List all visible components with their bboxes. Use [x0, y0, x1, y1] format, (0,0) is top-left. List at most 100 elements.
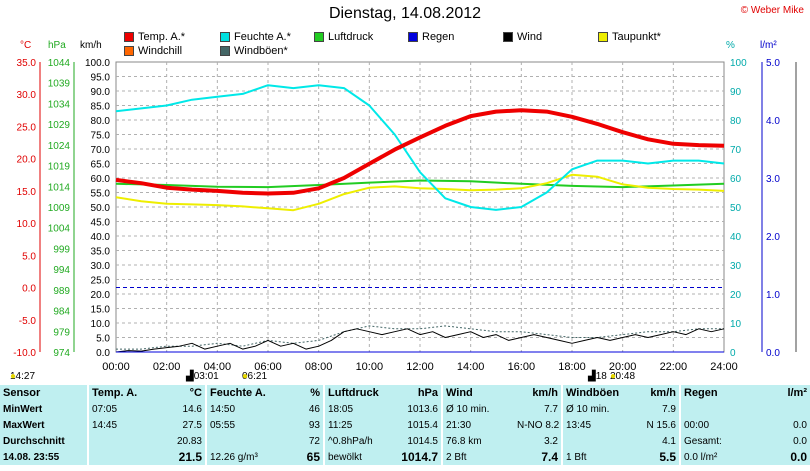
unit-celsius: °C [20, 40, 32, 51]
stats-cell: 0.0 l/m² [679, 449, 754, 465]
pressure-tick-label: 989 [53, 286, 70, 297]
stats-cell: 12.26 g/m³ [205, 449, 278, 465]
series-line [116, 325, 724, 350]
x-tick-label: 00:00 [102, 361, 130, 373]
stats-header: Regen [679, 385, 754, 401]
wind-tick-label: 45.0 [91, 218, 111, 229]
pressure-tick-label: 1014 [48, 182, 71, 193]
stats-header: Temp. A. [87, 385, 156, 401]
stats-cell: 93 [308, 419, 320, 431]
stats-header: % [310, 387, 320, 399]
stats-row-current: 14.08. 23:55 21.5 12.26 g/m³ 65 bewölkt … [0, 449, 810, 465]
stats-cell: 76.8 km [441, 433, 514, 449]
time-marker-bar: 14:27 ● ▟ 03:01 06:21 ● ▟ 18 20:48 ● [10, 371, 636, 382]
legend-item: Luftdruck [314, 31, 373, 43]
rain-tick-label: 2.0 [766, 232, 780, 243]
stats-cell: 1015.4 [407, 419, 438, 431]
wind-tick-label: 10.0 [91, 319, 111, 330]
stats-cell: Ø 10 min. [561, 401, 632, 417]
wind-tick-label: 75.0 [91, 131, 111, 142]
pressure-tick-label: 1029 [48, 120, 71, 131]
stats-cell: 00:00 [679, 417, 754, 433]
stats-cell: 65 [306, 450, 320, 464]
wind-tick-label: 5.0 [96, 334, 110, 345]
stats-cell: 27.5 [182, 419, 202, 431]
stats-cell: 14.6 [182, 403, 202, 415]
stats-header: Sensor [3, 387, 41, 399]
rain-tick-label: 4.0 [766, 116, 780, 127]
temp-tick-label: 0.0 [22, 284, 36, 295]
stats-cell [87, 433, 156, 449]
legend-item: Taupunkt* [598, 31, 661, 43]
legend-swatch [124, 32, 134, 42]
stats-header: Wind [441, 385, 514, 401]
rain-tick-label: 1.0 [766, 290, 780, 301]
temp-tick-label: 15.0 [17, 187, 37, 198]
x-tick-label: 04:00 [204, 361, 232, 373]
stats-header-row: Sensor Temp. A. °C Feuchte A. % Luftdruc… [0, 385, 810, 401]
time-marker: ▟ 03:01 [186, 371, 219, 382]
wind-tick-label: 35.0 [91, 247, 111, 258]
wind-tick-label: 0.0 [96, 348, 110, 359]
row-label: 14.08. 23:55 [3, 451, 60, 463]
stats-cell: 05:55 [205, 417, 278, 433]
stats-cell: 0.0 [793, 419, 807, 431]
stats-cell: 3.2 [544, 435, 558, 447]
legend-label: Temp. A.* [138, 31, 186, 43]
legend-swatch [503, 32, 513, 42]
legend-item: Windböen* [220, 45, 288, 57]
x-tick-label: 18:00 [558, 361, 586, 373]
temp-tick-label: 30.0 [17, 90, 37, 101]
wind-tick-label: 70.0 [91, 145, 111, 156]
pressure-tick-label: 984 [53, 307, 70, 318]
series-line [115, 173, 725, 212]
humidity-tick-label: 60 [730, 174, 742, 185]
wind-tick-label: 60.0 [91, 174, 111, 185]
time-marker: ▟ 18 [588, 371, 607, 382]
x-tick-label: 10:00 [356, 361, 384, 373]
legend-swatch [408, 32, 418, 42]
x-tick-label: 14:00 [457, 361, 485, 373]
series-line [115, 108, 725, 196]
humidity-tick-label: 90 [730, 87, 742, 98]
chart-title: Dienstag, 14.08.2012 [328, 5, 482, 22]
stats-cell: 21:30 [441, 417, 514, 433]
stats-cell: 1014.7 [401, 450, 438, 464]
legend-label: Regen [422, 31, 455, 43]
x-tick-label: 08:00 [305, 361, 333, 373]
humidity-tick-label: 80 [730, 116, 742, 127]
stats-cell: 13:45 [561, 417, 632, 433]
humidity-tick-label: 10 [730, 319, 742, 330]
stats-table: Sensor Temp. A. °C Feuchte A. % Luftdruc… [0, 385, 810, 465]
wind-tick-label: 55.0 [91, 189, 111, 200]
stats-cell: 14:50 [205, 401, 278, 417]
rain-tick-label: 3.0 [766, 174, 780, 185]
stats-cell: 20.83 [176, 435, 202, 447]
pressure-tick-label: 999 [53, 244, 70, 255]
row-label: Durchschnitt [3, 435, 65, 447]
sun-icon: ● [610, 371, 617, 382]
stats-cell: 0.0 [790, 450, 807, 464]
stats-header: °C [189, 387, 202, 399]
pressure-tick-label: 1034 [48, 99, 71, 110]
wind-tick-label: 25.0 [91, 276, 111, 287]
legend-label: Taupunkt* [612, 31, 661, 43]
x-tick-label: 12:00 [406, 361, 434, 373]
unit-kmh: km/h [80, 40, 102, 51]
row-label: MaxWert [3, 419, 45, 431]
stats-cell: 72 [308, 435, 320, 447]
pressure-tick-label: 1024 [48, 141, 71, 152]
unit-rain: l/m² [760, 40, 777, 51]
stats-cell [205, 433, 278, 449]
wind-tick-label: 100.0 [85, 58, 110, 69]
wind-tick-label: 15.0 [91, 305, 111, 316]
row-label: MinWert [3, 403, 43, 415]
x-tick-label: 24:00 [710, 361, 738, 373]
legend-label: Windchill [138, 45, 183, 57]
stats-cell: 18:05 [323, 401, 392, 417]
legend-swatch [598, 32, 608, 42]
humidity-tick-label: 20 [730, 290, 742, 301]
wind-tick-label: 95.0 [91, 73, 111, 84]
pressure-tick-label: 994 [53, 265, 70, 276]
wind-tick-label: 20.0 [91, 290, 111, 301]
